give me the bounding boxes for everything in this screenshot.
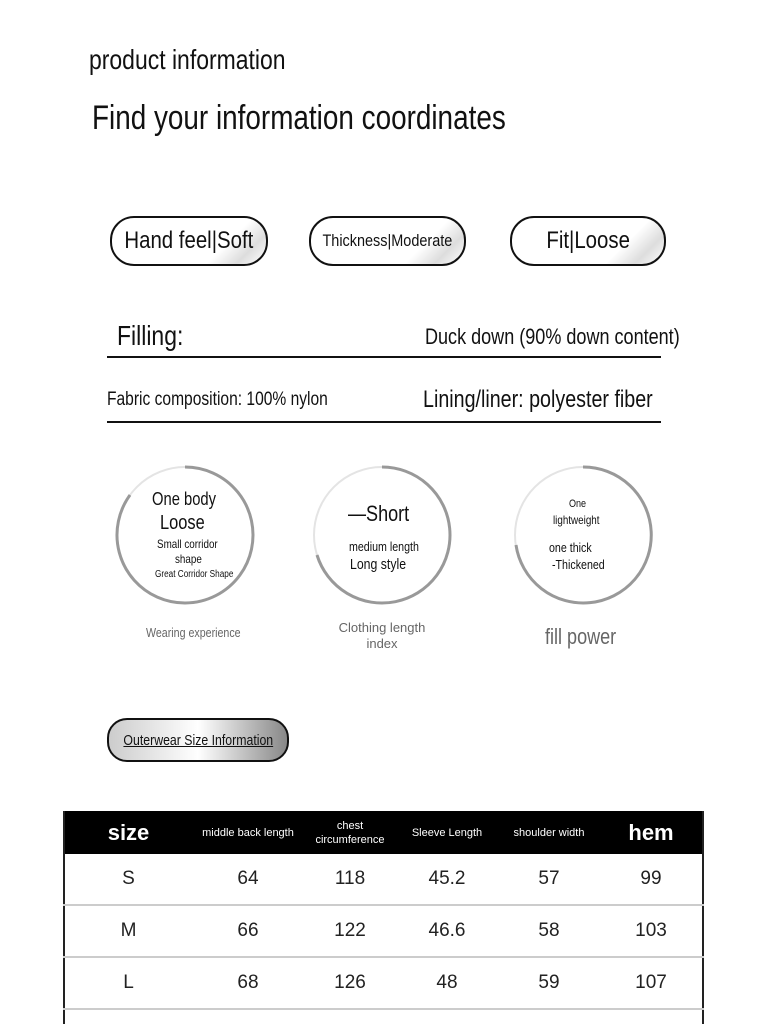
table-cell: 45.2	[396, 854, 498, 906]
gauge-text: medium length	[349, 539, 419, 554]
gauge-text: —Short	[348, 501, 410, 526]
size-info-button: Outerwear Size Information	[107, 718, 289, 762]
section-label: product information	[89, 44, 286, 75]
gauge-text: -Thickened	[552, 557, 605, 572]
col-header: size	[64, 811, 192, 854]
col-header: Sleeve Length	[396, 811, 498, 854]
lining: Lining/liner: polyester fiber	[423, 386, 653, 413]
col-header: middle back length	[192, 811, 304, 854]
fit-badge: Fit|Loose	[510, 216, 666, 266]
table-cell	[64, 1009, 703, 1024]
table-cell: 46.6	[396, 905, 498, 958]
table-cell: 103	[600, 905, 703, 958]
gauge-text: Small corridor	[157, 537, 218, 551]
gauge-text: one thick	[549, 540, 592, 555]
gauge-caption: Clothing length index	[338, 620, 426, 651]
gauge-text: Great Corridor Shape	[155, 569, 234, 580]
filling-value: Duck down (90% down content)	[425, 324, 680, 349]
table-cell: 68	[192, 957, 304, 1010]
gauge-text: Loose	[160, 512, 205, 534]
table-cell: 66	[192, 905, 304, 958]
table-cell: 57	[498, 854, 600, 906]
table-cell: L	[64, 957, 192, 1010]
table-header: size middle back length chest circumfere…	[64, 811, 703, 854]
gauge-text: shape	[175, 552, 202, 566]
table-cell: 48	[396, 957, 498, 1010]
gauge-ring	[313, 465, 452, 605]
thickness-badge: Thickness|Moderate	[309, 216, 466, 266]
table-cell: 59	[498, 957, 600, 1010]
col-header: shoulder width	[498, 811, 600, 854]
gauge-ring	[115, 465, 255, 605]
gauge-text: One	[569, 498, 587, 510]
table-cell: S	[64, 854, 192, 906]
gauge-ring	[514, 465, 653, 605]
table-row: L 68 126 48 59 107	[64, 957, 703, 1010]
gauge-text: lightweight	[553, 513, 600, 527]
table-cell: 64	[192, 854, 304, 906]
gauge-text: One body	[152, 489, 217, 509]
table-cell: 58	[498, 905, 600, 958]
table-row: S 64 118 45.2 57 99	[64, 854, 703, 906]
gauge-text: Long style	[350, 556, 407, 573]
col-header: chest circumference	[304, 811, 396, 854]
table-cell: 107	[600, 957, 703, 1010]
fabric-composition: Fabric composition: 100% nylon	[107, 389, 328, 410]
table-cell: M	[64, 905, 192, 958]
col-header: hem	[600, 811, 703, 854]
filling-label: Filling:	[117, 320, 184, 351]
divider	[107, 421, 661, 423]
divider	[107, 356, 661, 358]
size-table: size middle back length chest circumfere…	[63, 811, 704, 1024]
table-cell: 118	[304, 854, 396, 906]
table-row-empty	[64, 1009, 703, 1024]
table-cell: 122	[304, 905, 396, 958]
hand-feel-badge: Hand feel|Soft	[110, 216, 268, 266]
gauge-caption: Wearing experience	[146, 625, 241, 640]
table-cell: 126	[304, 957, 396, 1010]
table-cell: 99	[600, 854, 703, 906]
table-row: M 66 122 46.6 58 103	[64, 905, 703, 958]
page-title: Find your information coordinates	[92, 99, 506, 137]
gauge-caption: fill power	[545, 624, 617, 649]
